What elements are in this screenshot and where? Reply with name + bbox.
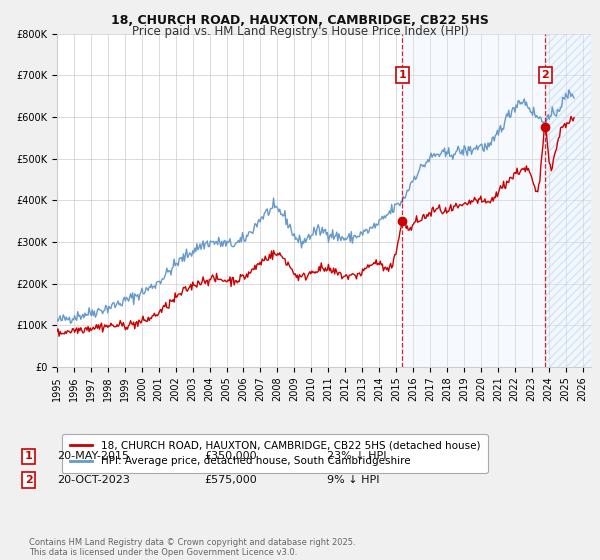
Text: 2: 2	[25, 475, 32, 485]
Text: 2: 2	[541, 70, 549, 80]
Text: 9% ↓ HPI: 9% ↓ HPI	[327, 475, 380, 485]
Text: 1: 1	[25, 451, 32, 461]
Bar	[403, 34, 545, 367]
Text: 20-OCT-2023: 20-OCT-2023	[57, 475, 130, 485]
Legend: 18, CHURCH ROAD, HAUXTON, CAMBRIDGE, CB22 5HS (detached house), HPI: Average pri: 18, CHURCH ROAD, HAUXTON, CAMBRIDGE, CB2…	[62, 433, 488, 473]
Bar	[545, 34, 591, 367]
Text: £350,000: £350,000	[204, 451, 257, 461]
Text: £575,000: £575,000	[204, 475, 257, 485]
Text: 1: 1	[398, 70, 406, 80]
Text: 23% ↓ HPI: 23% ↓ HPI	[327, 451, 386, 461]
Text: 18, CHURCH ROAD, HAUXTON, CAMBRIDGE, CB22 5HS: 18, CHURCH ROAD, HAUXTON, CAMBRIDGE, CB2…	[111, 14, 489, 27]
Text: Contains HM Land Registry data © Crown copyright and database right 2025.
This d: Contains HM Land Registry data © Crown c…	[29, 538, 355, 557]
Text: 20-MAY-2015: 20-MAY-2015	[57, 451, 129, 461]
Text: Price paid vs. HM Land Registry's House Price Index (HPI): Price paid vs. HM Land Registry's House …	[131, 25, 469, 38]
Bar	[545, 34, 591, 367]
